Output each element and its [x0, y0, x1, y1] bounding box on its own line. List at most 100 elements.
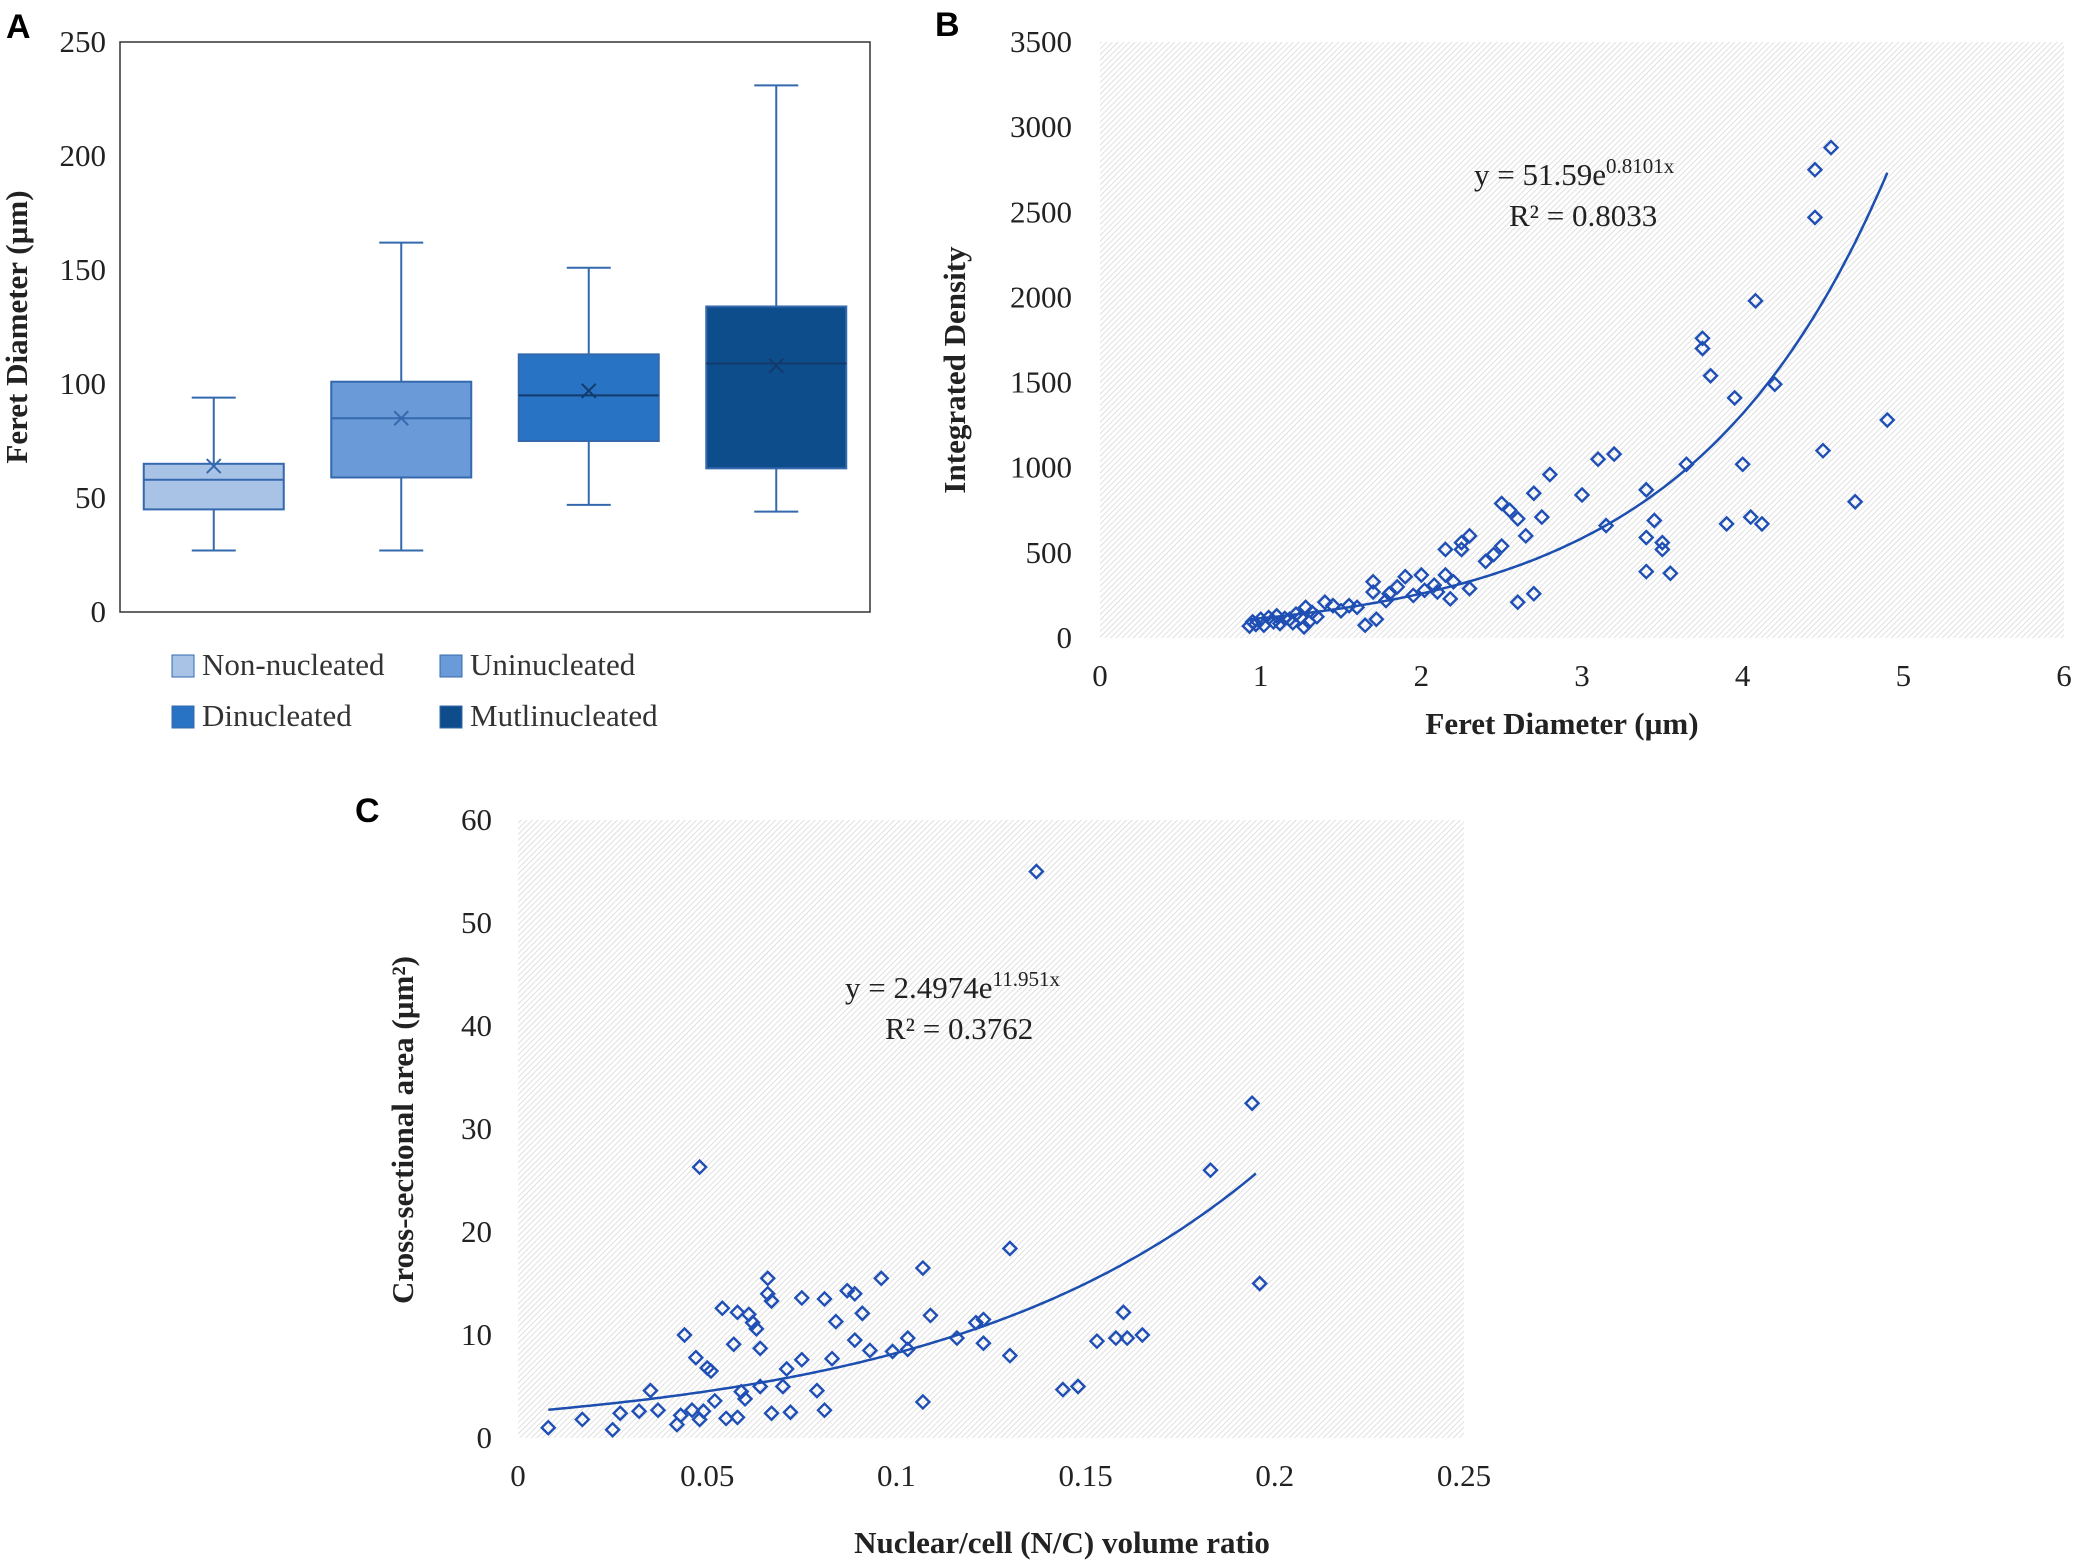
- panel-b-data-point: [1416, 582, 1433, 599]
- panel-c-data-point: [695, 1403, 712, 1420]
- legend-swatch: [171, 705, 195, 729]
- panel-c-xtick-label: 0.1: [877, 1458, 916, 1493]
- panel-c-data-point: [759, 1270, 776, 1287]
- legend-swatch: [439, 705, 463, 729]
- panel-c-data-point: [914, 1393, 932, 1411]
- panel-b-xtick-label: 0: [1092, 658, 1108, 693]
- panel-c-data-point: [782, 1404, 799, 1421]
- panel-c-data-point: [751, 1378, 769, 1395]
- panel-b-data-point: [1525, 485, 1542, 502]
- panel-b-data-point: [1541, 466, 1559, 483]
- panel-c-ytick-label: 30: [461, 1111, 492, 1146]
- panel-b-data-point: [1381, 585, 1398, 602]
- panel-c-data-point: [733, 1383, 750, 1400]
- panel-b-data-point: [1276, 610, 1293, 627]
- panel-c-data-point: [948, 1329, 966, 1347]
- panel-b-data-point: [1241, 617, 1258, 635]
- panel-b-data-point: [1814, 442, 1832, 459]
- panel-b-xtick-label: 2: [1414, 658, 1430, 693]
- panel-c-r-squared: R² = 0.3762: [885, 1011, 1033, 1046]
- panel-b-xlabel: Feret Diameter (µm): [1425, 706, 1698, 741]
- panel-b-ytick-label: 2000: [1010, 279, 1072, 314]
- panel-c-data-point: [1001, 1240, 1019, 1257]
- panel-c-data-point: [846, 1331, 863, 1349]
- panel-b-data-point: [1453, 541, 1470, 558]
- panel-c-data-point: [1028, 863, 1045, 880]
- panel-a-boxplot: 0 50 100 150 200 250 Feret Diameter (µm) Non-…: [0, 24, 871, 733]
- panel-c-data-point: [1243, 1095, 1261, 1112]
- panel-a-ytick-label: 0: [91, 594, 107, 629]
- panel-b-data-point: [1453, 534, 1470, 551]
- legend-label: Mutlinucleated: [470, 698, 658, 733]
- panel-a-ytick-label: 100: [60, 366, 107, 401]
- panel-b-data-point: [1597, 517, 1615, 534]
- panel-a-ytick-label: 250: [60, 24, 107, 59]
- panel-b-data-point: [1437, 541, 1454, 558]
- panel-b-xtick-label: 4: [1735, 658, 1751, 693]
- panel-b-data-point: [1605, 445, 1623, 463]
- panel-c-data-point: [676, 1326, 693, 1344]
- panel-b-data-point: [1364, 573, 1382, 591]
- panel-c-data-point: [1107, 1329, 1125, 1347]
- panel-c-data-point: [649, 1401, 667, 1419]
- panel-c-data-point: [736, 1390, 754, 1408]
- panel-c-data-point: [706, 1392, 723, 1410]
- panel-b-data-point: [1747, 292, 1764, 310]
- panel-b-data-point: [1425, 577, 1443, 594]
- panel-c-data-point: [729, 1409, 746, 1426]
- panel-b-data-point: [1405, 587, 1422, 604]
- panel-b-r-squared: R² = 0.8033: [1509, 198, 1657, 233]
- panel-c-data-point: [1134, 1326, 1151, 1344]
- panel-c-data-point: [854, 1305, 871, 1322]
- panel-c-data-point: [808, 1382, 826, 1399]
- legend-swatch: [439, 654, 463, 678]
- panel-b-data-point: [1879, 411, 1896, 429]
- panel-c-ytick-label: 20: [461, 1214, 492, 1249]
- panel-c-data-point: [827, 1313, 845, 1330]
- panel-c-xlabel: Nuclear/cell (N/C) volume ratio: [854, 1525, 1270, 1560]
- panel-c-data-point: [899, 1329, 916, 1347]
- panel-b-xtick-label: 6: [2056, 658, 2072, 693]
- legend-label: Dinucleated: [202, 698, 352, 733]
- panel-b-data-point: [1638, 481, 1655, 499]
- panel-b-ytick-label: 1000: [1010, 450, 1072, 485]
- panel-b-data-point: [1308, 608, 1326, 625]
- panel-b-data-point: [1694, 330, 1711, 347]
- panel-c-data-point: [604, 1421, 621, 1438]
- panel-c-data-point: [1001, 1347, 1019, 1364]
- panel-b-data-point: [1822, 139, 1840, 156]
- panel-b-data-point: [1573, 486, 1591, 504]
- panel-c-data-point: [759, 1285, 776, 1302]
- box-mutlinucleated: [705, 84, 848, 513]
- panel-b-ytick-label: 500: [1026, 535, 1073, 570]
- panel-b-ytick-label: 2500: [1010, 194, 1072, 229]
- panel-c-plot-area: [518, 820, 1464, 1438]
- panel-c-data-point: [748, 1320, 765, 1338]
- panel-c-data-point: [672, 1407, 689, 1424]
- panel-c-ytick-label: 50: [461, 905, 492, 940]
- panel-b-xtick-label: 5: [1896, 658, 1912, 693]
- box-uninucleated: [330, 241, 473, 552]
- panel-c-data-point: [540, 1419, 557, 1436]
- panel-c-data-point: [687, 1349, 705, 1366]
- panel-a-legend: Non-nucleated Uninucleated Dinucleated Mutl…: [171, 647, 658, 733]
- panel-c-scatter: 0 10 20 30 40 50 60 0 0.05 0.1 0.15 0.2 0.25 y = 2.4…: [385, 802, 1491, 1560]
- panel-c-data-point: [922, 1307, 939, 1324]
- panel-c-data-point: [702, 1362, 720, 1380]
- panel-c-data-point: [725, 1336, 742, 1353]
- panel-b-data-point: [1413, 566, 1430, 584]
- panel-c-data-point: [793, 1289, 810, 1307]
- panel-c-data-point: [793, 1351, 810, 1368]
- panel-a-ytick-label: 50: [75, 480, 106, 515]
- panel-b-data-point: [1654, 541, 1671, 558]
- panel-b-data-point: [1437, 566, 1454, 584]
- panel-c-ytick-label: 10: [461, 1317, 492, 1352]
- panel-c-data-point: [744, 1314, 761, 1331]
- box-iqr: [142, 462, 285, 511]
- panel-b-data-point: [1654, 534, 1671, 551]
- panel-c-ytick-label: 60: [461, 802, 492, 837]
- panel-b-data-point: [1646, 512, 1663, 529]
- panel-c-data-point: [1054, 1381, 1072, 1398]
- panel-c-data-point: [691, 1158, 708, 1176]
- panel-c-data-point: [967, 1314, 985, 1331]
